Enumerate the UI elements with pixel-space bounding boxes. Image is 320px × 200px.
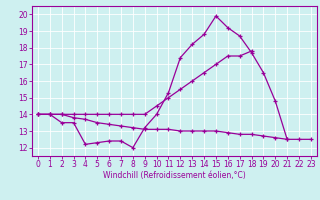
X-axis label: Windchill (Refroidissement éolien,°C): Windchill (Refroidissement éolien,°C) — [103, 171, 246, 180]
